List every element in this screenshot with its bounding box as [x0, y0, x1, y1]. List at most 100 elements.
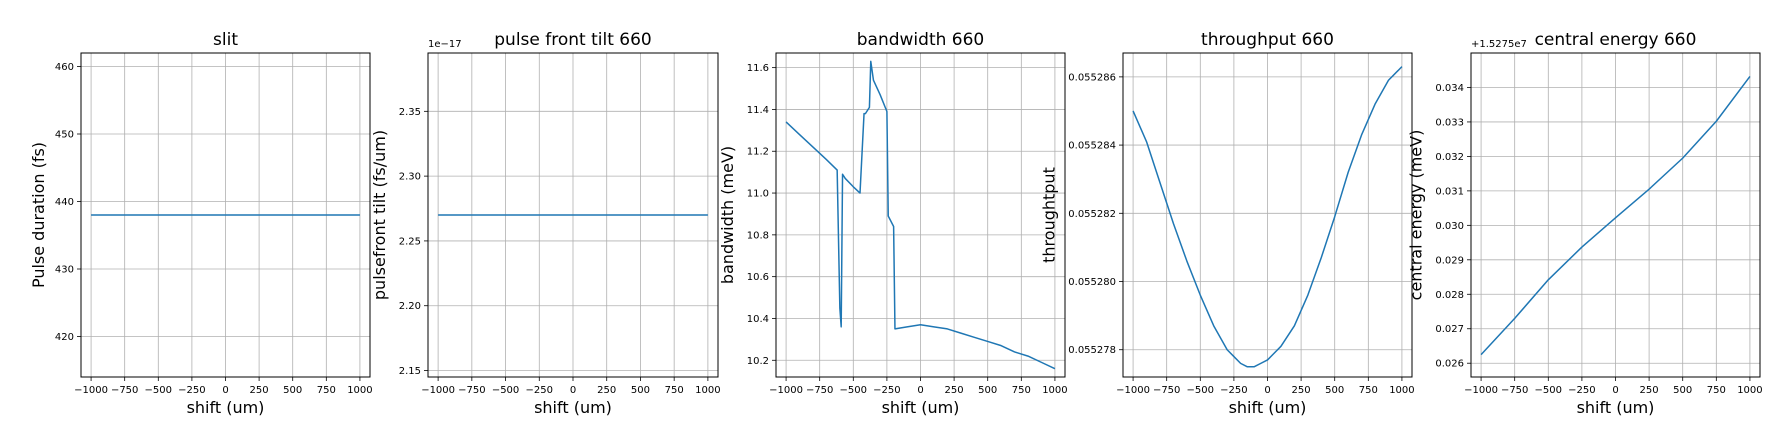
x-tick-label: −1000	[421, 385, 455, 396]
x-tick-label: 500	[283, 385, 302, 396]
x-tick-label: 0	[917, 385, 923, 396]
x-tick-label: −250	[178, 385, 205, 396]
chart-title: bandwidth 660	[857, 30, 984, 50]
x-axis-label: shift (um)	[534, 398, 612, 417]
x-tick-label: −500	[1187, 385, 1214, 396]
y-axis-offset-label: +1.5275e7	[1471, 39, 1527, 50]
x-tick-label: 500	[1673, 385, 1692, 396]
y-tick-label: 0.031	[1435, 186, 1464, 197]
x-tick-label: 0	[1612, 385, 1618, 396]
x-axis-label: shift (um)	[882, 398, 960, 417]
y-axis-label: Pulse duration (fs)	[29, 142, 48, 288]
x-tick-label: 500	[631, 385, 650, 396]
x-tick-label: −750	[806, 385, 833, 396]
x-tick-label: −250	[1220, 385, 1247, 396]
y-tick-label: 11.4	[747, 105, 769, 116]
series-line	[785, 60, 1056, 370]
x-tick-label: 750	[317, 385, 336, 396]
chart-panel-4: −1000 −750 −500 −250 0 250 500 750 1000 0.055278 0…	[1040, 30, 1415, 417]
y-axis-label: bandwidth (meV)	[718, 146, 737, 284]
x-tick-label: 250	[597, 385, 616, 396]
y-axis-label: central energy (meV)	[1407, 130, 1426, 301]
x-tick-label: 750	[1707, 385, 1726, 396]
y-axis-offset-label: 1e−17	[428, 39, 462, 50]
x-tick-label: −500	[1535, 385, 1562, 396]
y-tick-label: 2.35	[399, 107, 421, 118]
x-tick-label: 750	[1359, 385, 1378, 396]
x-axis-label: shift (um)	[187, 398, 265, 417]
x-tick-label: −500	[145, 385, 172, 396]
chart-title: pulse front tilt 660	[494, 30, 651, 50]
y-tick-label: 10.2	[747, 356, 769, 367]
y-tick-label: 0.055280	[1068, 277, 1116, 288]
x-tick-label: 1000	[695, 385, 720, 396]
x-tick-label: 750	[1012, 385, 1031, 396]
y-tick-label: 0.034	[1435, 83, 1464, 94]
x-tick-label: −250	[873, 385, 900, 396]
x-tick-label: −750	[1501, 385, 1528, 396]
y-tick-label: 450	[55, 130, 74, 141]
x-tick-label: −250	[1568, 385, 1595, 396]
y-tick-label: 0.027	[1435, 324, 1464, 335]
x-tick-label: 1000	[1737, 385, 1762, 396]
y-tick-label: 0.055284	[1068, 141, 1116, 152]
y-tick-label: 11.2	[747, 147, 769, 158]
x-tick-label: −750	[458, 385, 485, 396]
x-tick-label: −750	[1153, 385, 1180, 396]
chart-title: slit	[213, 30, 238, 50]
x-tick-label: −750	[111, 385, 138, 396]
x-tick-label: −1000	[769, 385, 803, 396]
chart-panel-2: −1000 −750 −500 −250 0 250 500 750 1000 2.15 2.20 2…	[370, 30, 721, 417]
y-tick-label: 0.055282	[1068, 209, 1116, 220]
x-tick-label: 0	[222, 385, 228, 396]
y-tick-label: 440	[55, 197, 74, 208]
y-tick-label: 10.4	[747, 314, 769, 325]
chart-panel-5: −1000 −750 −500 −250 0 250 500 750 1000 0.026 0.02…	[1407, 30, 1763, 417]
x-tick-label: −250	[526, 385, 553, 396]
chart-title: central energy 660	[1535, 30, 1697, 50]
y-tick-label: 0.033	[1435, 117, 1464, 128]
y-tick-label: 0.028	[1435, 290, 1464, 301]
y-tick-label: 11.0	[747, 189, 769, 200]
y-tick-label: 0.029	[1435, 255, 1464, 266]
x-tick-label: 0	[570, 385, 576, 396]
y-tick-label: 2.15	[399, 366, 421, 377]
y-axis-label: throughtput	[1040, 167, 1059, 263]
y-axis-label: pulsefront tilt (fs/um)	[370, 130, 389, 300]
y-tick-label: 2.30	[399, 172, 421, 183]
chart-title: throughput 660	[1201, 30, 1334, 50]
y-tick-label: 2.25	[399, 236, 421, 247]
x-tick-label: 500	[1325, 385, 1344, 396]
x-tick-label: 250	[1292, 385, 1311, 396]
x-tick-label: −500	[840, 385, 867, 396]
y-tick-label: 0.055286	[1068, 72, 1116, 83]
y-tick-label: 10.8	[747, 230, 769, 241]
x-tick-label: 1000	[1389, 385, 1414, 396]
x-tick-label: 500	[978, 385, 997, 396]
x-tick-label: −1000	[1116, 385, 1150, 396]
chart-panel-1: −1000 −750 −500 −250 0 250 500 750 1000 420 430 440…	[29, 30, 373, 417]
y-tick-label: 0.026	[1435, 359, 1464, 370]
x-tick-label: 750	[665, 385, 684, 396]
x-tick-label: 250	[945, 385, 964, 396]
x-axis-label: shift (um)	[1229, 398, 1307, 417]
x-tick-label: 0	[1264, 385, 1270, 396]
y-tick-label: 460	[55, 62, 74, 73]
y-tick-label: 10.6	[747, 272, 769, 283]
series-line	[1132, 66, 1403, 368]
y-tick-label: 420	[55, 332, 74, 343]
x-tick-label: 250	[250, 385, 269, 396]
x-tick-label: 1000	[1042, 385, 1067, 396]
series-line	[1480, 75, 1751, 356]
y-tick-label: 2.20	[399, 301, 421, 312]
y-tick-label: 11.6	[747, 63, 769, 74]
y-tick-label: 0.055278	[1068, 345, 1116, 356]
y-tick-label: 0.032	[1435, 152, 1464, 163]
y-tick-label: 0.030	[1435, 221, 1464, 232]
x-tick-label: 250	[1640, 385, 1659, 396]
x-tick-label: 1000	[347, 385, 372, 396]
x-tick-label: −1000	[1464, 385, 1498, 396]
y-tick-label: 430	[55, 265, 74, 276]
chart-panel-3: −1000 −750 −500 −250 0 250 500 750 1000 10.2 10.4 1…	[718, 30, 1068, 417]
